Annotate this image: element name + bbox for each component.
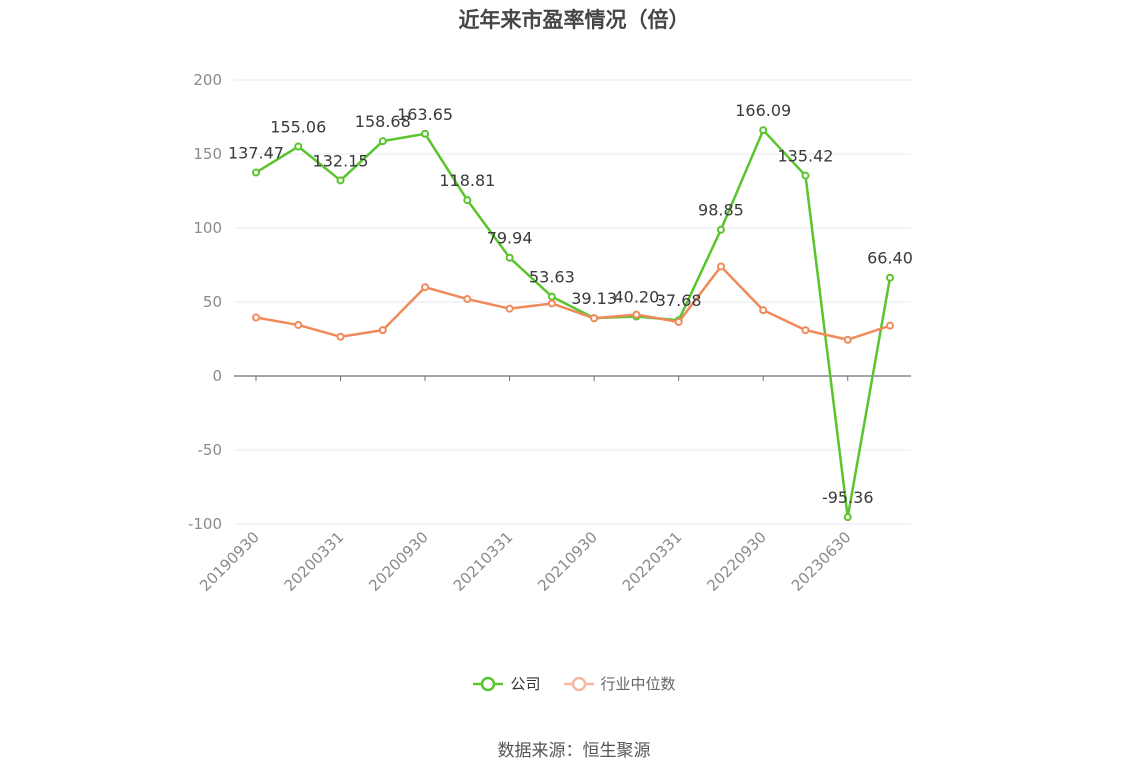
data-point — [378, 326, 387, 335]
data-point — [801, 171, 810, 180]
x-tick-label: 20220930 — [703, 528, 770, 595]
x-tick-label: 20210930 — [534, 528, 601, 595]
y-tick-label: -50 — [198, 441, 223, 459]
source-note: 数据来源：恒生聚源 — [497, 741, 651, 761]
data-point — [505, 253, 514, 262]
y-tick-label: 0 — [212, 367, 222, 385]
data-point — [294, 142, 303, 151]
data-label: -95.36 — [822, 488, 874, 507]
x-tick-label: 20230630 — [788, 528, 855, 595]
legend: 公司 行业中位数 — [0, 673, 1148, 694]
data-label: 166.09 — [735, 101, 791, 120]
series-line — [255, 128, 892, 519]
x-tick-label: 20190930 — [196, 528, 263, 595]
data-point — [294, 320, 303, 329]
data-point — [801, 326, 810, 335]
series-company — [252, 126, 894, 522]
data-point — [421, 129, 430, 138]
y-tick-label: 200 — [193, 71, 222, 89]
data-label: 155.06 — [270, 118, 326, 137]
data-point — [505, 304, 514, 313]
data-point — [843, 335, 852, 344]
data-point — [336, 176, 345, 185]
legend-line-circle-icon — [563, 676, 594, 691]
y-tick-label: 50 — [203, 293, 222, 311]
data-label: 163.65 — [397, 105, 453, 124]
data-point — [378, 137, 387, 146]
data-point — [886, 273, 894, 282]
data-point — [759, 126, 768, 135]
y-tick-label: 100 — [193, 219, 222, 237]
data-point — [886, 321, 894, 330]
data-label: 53.63 — [529, 268, 575, 287]
data-point — [716, 262, 725, 271]
data-label: 158.68 — [355, 112, 411, 131]
data-point — [843, 513, 852, 522]
data-point — [252, 313, 260, 322]
data-point — [252, 168, 260, 177]
data-label: 137.47 — [228, 144, 284, 163]
data-point — [759, 306, 768, 315]
data-label: 39.13 — [571, 289, 617, 308]
data-label: 118.81 — [439, 171, 495, 190]
legend-item-company[interactable]: 公司 — [472, 673, 541, 694]
series-line — [255, 265, 891, 341]
data-label: 79.94 — [487, 229, 533, 248]
data-label: 66.40 — [867, 249, 913, 268]
x-tick-label: 20220331 — [619, 528, 686, 595]
data-point — [674, 317, 683, 326]
data-point — [716, 225, 725, 234]
legend-label-company: 公司 — [510, 675, 541, 693]
data-point — [632, 310, 641, 319]
data-point — [547, 292, 556, 301]
data-label: 40.20 — [613, 288, 659, 307]
series-lines — [252, 126, 894, 522]
data-point — [590, 314, 599, 323]
y-tick-label: -100 — [188, 515, 222, 533]
data-label: 132.15 — [313, 151, 369, 170]
legend-line-circle-icon — [473, 676, 504, 691]
x-tick-label: 20200930 — [365, 528, 432, 595]
data-label: 135.42 — [777, 147, 833, 166]
x-tick-label: 20200331 — [281, 528, 348, 595]
data-point — [463, 196, 472, 205]
data-point — [336, 332, 345, 341]
data-point — [547, 299, 556, 308]
data-point — [421, 283, 430, 292]
x-tick-label: 20210331 — [450, 528, 517, 595]
legend-label-industry: 行业中位数 — [600, 675, 676, 693]
legend-item-industry[interactable]: 行业中位数 — [563, 673, 676, 694]
grid-lines — [234, 79, 911, 525]
data-point — [463, 295, 472, 304]
data-label: 37.68 — [656, 291, 702, 310]
data-label: 98.85 — [698, 201, 744, 220]
series-industry — [252, 262, 894, 344]
chart-title: 近年来市盈率情况（倍） — [458, 8, 690, 32]
y-tick-label: 150 — [193, 145, 222, 163]
